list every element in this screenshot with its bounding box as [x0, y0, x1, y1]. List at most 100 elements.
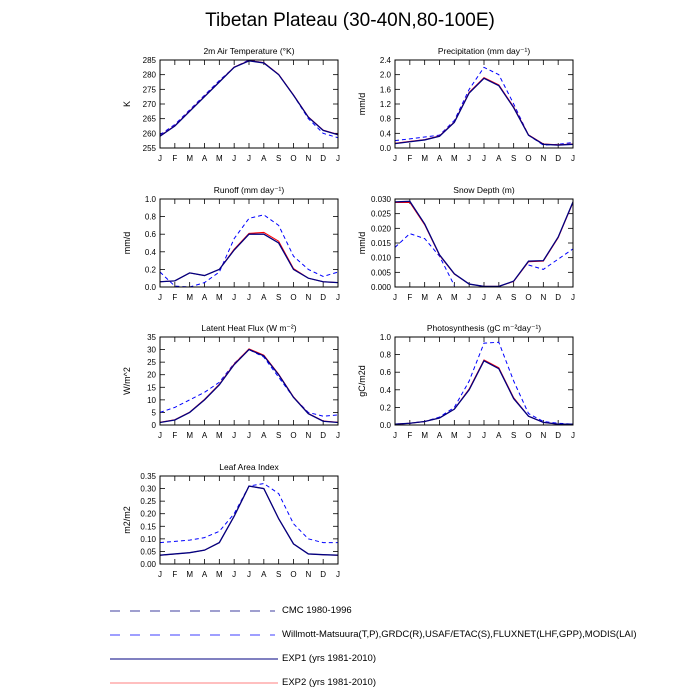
series-line: [160, 348, 338, 424]
series-line: [395, 202, 573, 287]
x-tick-label: J: [571, 293, 575, 302]
y-tick-label: 270: [143, 100, 157, 109]
y-tick-label: 0.2: [145, 265, 157, 274]
charts-canvas: 2m Air Temperature (°K)K2552602652702752…: [122, 46, 575, 579]
series-line: [160, 60, 338, 139]
x-tick-label: M: [451, 293, 458, 302]
x-tick-label: J: [336, 293, 340, 302]
y-tick-label: 0.4: [145, 248, 157, 257]
x-tick-label: F: [407, 154, 412, 163]
y-tick-label: 0.4: [380, 386, 392, 395]
x-tick-label: D: [320, 293, 326, 302]
x-tick-label: F: [172, 431, 177, 440]
x-tick-label: J: [467, 154, 471, 163]
x-tick-label: A: [202, 293, 208, 302]
chart-panel: Precipitation (mm day⁻¹) mm/d 0.0 0.4 0.8 1.2…: [357, 46, 575, 163]
x-tick-label: A: [261, 293, 267, 302]
y-tick-label: 0.005: [371, 268, 392, 277]
y-tick-label: 255: [143, 144, 157, 153]
legend-label: EXP1 (yrs 1981-2010): [282, 653, 376, 664]
y-tick-label: 1.6: [380, 85, 392, 94]
series-line: [395, 359, 573, 425]
y-tick-label: 0.4: [380, 129, 392, 138]
x-tick-label: N: [305, 293, 311, 302]
y-tick-label: 15: [147, 383, 156, 392]
x-tick-label: O: [290, 154, 296, 163]
y-tick-label: 0.0: [380, 421, 392, 430]
x-tick-label: F: [407, 431, 412, 440]
x-tick-label: A: [496, 154, 502, 163]
y-tick-label: 25: [147, 358, 156, 367]
y-tick-label: 0.10: [140, 535, 156, 544]
y-axis-label: gC/m2d: [357, 365, 367, 397]
x-tick-label: O: [290, 431, 296, 440]
x-tick-label: J: [336, 154, 340, 163]
chart-panel: Photosynthesis (gC m⁻²day⁻¹) gC/m2d 0.0 0.2…: [357, 323, 575, 440]
y-tick-label: 2.4: [380, 56, 392, 65]
x-tick-label: S: [511, 431, 516, 440]
series-line: [395, 77, 573, 146]
y-tick-label: 10: [147, 396, 156, 405]
x-tick-label: O: [525, 154, 531, 163]
x-tick-label: J: [158, 570, 162, 579]
y-tick-label: 0.8: [380, 351, 392, 360]
series-line: [160, 233, 338, 284]
y-tick-label: 265: [143, 115, 157, 124]
x-tick-label: J: [247, 293, 251, 302]
x-tick-label: N: [540, 293, 546, 302]
x-tick-label: F: [407, 293, 412, 302]
y-tick-label: 0.0: [145, 283, 157, 292]
legend: CMC 1980-1996 Willmott-Matsuura(T,P),GRD…: [0, 596, 700, 700]
chart-title: Photosynthesis (gC m⁻²day⁻¹): [427, 323, 541, 333]
x-tick-label: O: [525, 293, 531, 302]
y-tick-label: 0.010: [371, 254, 392, 263]
y-tick-label: 260: [143, 129, 157, 138]
x-tick-label: M: [451, 154, 458, 163]
x-tick-label: M: [216, 293, 223, 302]
plot-frame: [394, 336, 574, 426]
y-tick-label: 0.8: [145, 213, 157, 222]
figure-title: Tibetan Plateau (30-40N,80-100E): [205, 10, 495, 31]
chart-panel: Runoff (mm day⁻¹) mm/d 0.0 0.2 0.4 0.6 0.8 1.0 J…: [122, 185, 340, 302]
chart-title: Runoff (mm day⁻¹): [214, 185, 285, 195]
series-line: [160, 485, 338, 556]
x-tick-label: S: [276, 570, 281, 579]
x-tick-label: J: [158, 431, 162, 440]
x-tick-label: M: [451, 431, 458, 440]
x-tick-label: D: [555, 293, 561, 302]
x-tick-label: O: [525, 431, 531, 440]
series-line: [160, 348, 338, 423]
x-tick-label: N: [305, 154, 311, 163]
x-tick-label: J: [482, 431, 486, 440]
plot-frame: [394, 59, 574, 149]
legend-label: EXP2 (yrs 1981-2010): [282, 677, 376, 688]
x-tick-label: J: [247, 570, 251, 579]
y-tick-label: 285: [143, 56, 157, 65]
y-axis-label: W/m^2: [122, 367, 132, 395]
legend-item: CMC 1980-1996: [110, 604, 700, 618]
y-tick-label: 0.05: [140, 547, 156, 556]
x-tick-label: J: [571, 154, 575, 163]
chart-title: Snow Depth (m): [453, 185, 515, 195]
chart-panel: Latent Heat Flux (W m⁻²) W/m^2 0 5 10 15 20 25 3…: [122, 323, 340, 440]
x-tick-label: S: [276, 293, 281, 302]
x-tick-label: M: [186, 570, 193, 579]
x-tick-label: J: [393, 154, 397, 163]
chart-title: Latent Heat Flux (W m⁻²): [201, 323, 296, 333]
series-line: [395, 66, 573, 146]
x-tick-label: A: [437, 154, 443, 163]
x-tick-label: N: [540, 431, 546, 440]
legend-item: Willmott-Matsuura(T,P),GRDC(R),USAF/ETAC…: [110, 628, 700, 642]
legend-label: Willmott-Matsuura(T,P),GRDC(R),USAF/ETAC…: [282, 629, 637, 640]
y-tick-label: 0.025: [371, 210, 392, 219]
series-line: [160, 485, 338, 556]
series-line: [160, 60, 338, 137]
plot-frame: [159, 475, 339, 565]
chart-panel: 2m Air Temperature (°K) K 255 260 265 270 275 2…: [122, 46, 340, 163]
x-tick-label: A: [202, 431, 208, 440]
y-axis-label: m2/m2: [122, 506, 132, 534]
x-tick-label: J: [336, 431, 340, 440]
chart-panel: Snow Depth (m) mm/d 0.000 0.005 0.010 0.015 0.…: [357, 185, 575, 302]
y-tick-label: 0.35: [140, 472, 156, 481]
